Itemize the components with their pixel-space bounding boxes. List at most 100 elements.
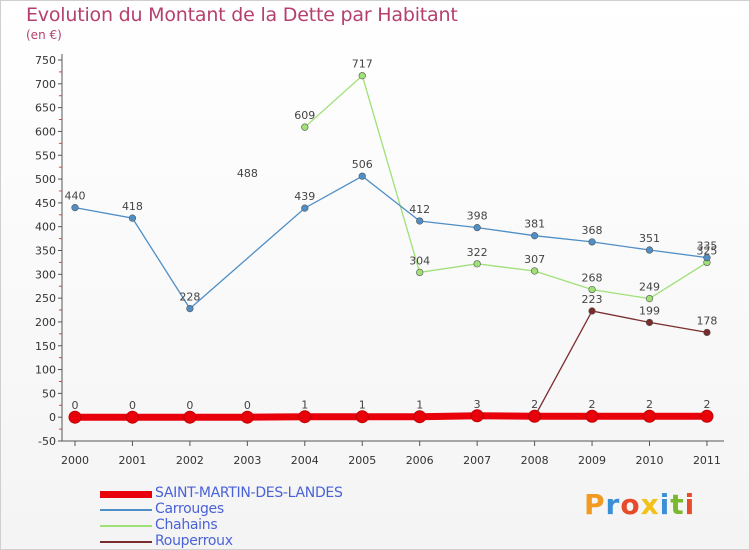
y-tick-label: 700 [35, 78, 56, 91]
y-tick-label: 450 [35, 197, 56, 210]
logo-letter: i [659, 488, 671, 521]
data-label: 381 [524, 218, 545, 231]
y-tick-label: 300 [35, 268, 56, 281]
x-tick-label: 2008 [521, 454, 549, 467]
legend-label: SAINT-MARTIN-DES-LANDES [155, 485, 343, 501]
data-label: 368 [582, 224, 603, 237]
series-point-1 [128, 214, 137, 222]
data-label: 0 [129, 399, 136, 412]
y-tick-label: 650 [35, 102, 56, 115]
series-point-2 [358, 72, 366, 80]
y-tick-label: 600 [35, 125, 56, 138]
data-label: 322 [467, 246, 488, 259]
series-point-1 [301, 204, 309, 212]
series-line-0 [75, 412, 707, 421]
x-tick-label: 2001 [118, 454, 146, 467]
data-label: 717 [352, 58, 373, 71]
series-point-1 [186, 305, 194, 313]
x-tick-label: 2004 [291, 454, 319, 467]
data-label: 506 [352, 158, 373, 171]
y-tick-label: 200 [35, 316, 56, 329]
x-tick-label: 2005 [348, 454, 376, 467]
x-tick-label: 2002 [176, 454, 204, 467]
y-tick-label: 500 [35, 173, 56, 186]
data-label: 351 [639, 232, 660, 245]
logo-letter: i [684, 488, 696, 521]
data-label: 439 [294, 190, 315, 203]
x-tick-label: 2003 [233, 454, 261, 467]
x-tick-label: 2000 [61, 454, 89, 467]
series-line-1 [74, 175, 708, 310]
logo-letter: P [584, 488, 606, 521]
data-label: 307 [524, 253, 545, 266]
y-tick-label: 550 [35, 149, 56, 162]
data-label: 0 [244, 399, 251, 412]
series-point-0 [413, 410, 427, 424]
data-label: 223 [582, 293, 603, 306]
y-tick-label: 100 [35, 364, 56, 377]
series-line-3 [75, 310, 708, 418]
data-label: 1 [359, 399, 366, 412]
x-tick-label: 2007 [463, 454, 491, 467]
data-label: 0 [186, 399, 193, 412]
data-label: 2 [703, 398, 710, 411]
series-point-0 [240, 410, 254, 424]
logo-letter: x [640, 488, 660, 521]
y-tick-label: 250 [35, 292, 56, 305]
legend-label: Rouperroux [155, 533, 233, 549]
x-tick-label: 2011 [693, 454, 721, 467]
data-label: 440 [65, 190, 86, 203]
data-label: 228 [179, 291, 200, 304]
data-label: 268 [582, 272, 603, 285]
data-label: 199 [639, 304, 660, 317]
legend-swatch [100, 525, 152, 527]
series-point-1 [645, 246, 654, 254]
data-label: 488 [237, 167, 258, 180]
chart-title: Evolution du Montant de la Dette par Hab… [26, 4, 458, 26]
legend-swatch [100, 541, 152, 543]
series-point-1 [703, 254, 711, 262]
y-tick-label: 350 [35, 245, 56, 258]
proxiti-logo: Proxiti [584, 488, 695, 521]
series-point-1 [588, 238, 596, 246]
data-label: 609 [294, 109, 315, 122]
logo-letter: t [670, 488, 685, 521]
y-tick-label: 750 [35, 54, 56, 67]
legend-label: Chahains [155, 517, 218, 533]
series-point-0 [470, 409, 484, 423]
series-point-2 [301, 123, 309, 131]
data-label: 325 [696, 244, 717, 257]
series-point-0 [528, 409, 542, 423]
data-label: 412 [409, 203, 430, 216]
legend-label: Carrouges [155, 501, 224, 517]
legend-swatch [100, 509, 152, 511]
y-tick-label: 0 [49, 411, 56, 424]
y-tick-label: 50 [42, 387, 56, 400]
data-label: 418 [122, 200, 143, 213]
series-point-1 [358, 172, 366, 180]
chart-unit: (en €) [26, 28, 62, 42]
data-label: 398 [467, 210, 488, 223]
series-point-3 [588, 307, 596, 315]
series-point-2 [645, 295, 654, 303]
series-point-0 [125, 410, 139, 424]
series-point-1 [416, 217, 424, 225]
data-label: 1 [301, 399, 308, 412]
data-label: 2 [589, 398, 596, 411]
series-point-3 [703, 328, 711, 337]
data-label: 2 [531, 398, 538, 411]
y-tick-label: 400 [35, 221, 56, 234]
data-label: 1 [416, 399, 423, 412]
series-point-2 [588, 285, 596, 294]
series-point-0 [298, 410, 312, 424]
y-tick-label: -50 [38, 435, 56, 448]
series-line-2 [304, 74, 708, 300]
data-label: 0 [72, 399, 79, 412]
series-point-2 [473, 260, 481, 268]
logo-letter: r [605, 488, 621, 521]
series-point-0 [643, 409, 656, 423]
data-label: 3 [474, 398, 481, 411]
data-label: 249 [639, 281, 660, 294]
